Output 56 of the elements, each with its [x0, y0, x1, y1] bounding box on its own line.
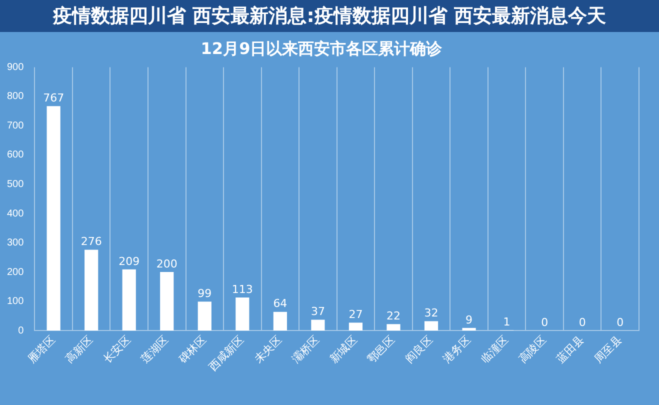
x-tick-label: 西咸新区 — [206, 333, 247, 374]
bar — [311, 320, 325, 331]
data-label: 64 — [273, 297, 288, 310]
data-label: 209 — [118, 254, 140, 268]
x-tick-label: 灞桥区 — [290, 333, 322, 366]
x-tick-label: 莲湖区 — [138, 333, 172, 366]
data-label: 0 — [541, 316, 548, 329]
bar — [424, 321, 438, 331]
chart-title: 12月9日以来西安市各区累计确诊 — [200, 38, 444, 58]
bar — [84, 250, 98, 331]
data-label: 99 — [198, 286, 212, 300]
x-tick-label: 雁塔区 — [25, 333, 58, 366]
chart-subtitle: 疫情数据四川省 西安最新消息:疫情数据四川省 西安最新消息今天 — [0, 0, 659, 32]
bar — [348, 322, 363, 331]
y-tick-label: 600 — [6, 150, 24, 161]
x-tick-label: 新城区 — [327, 333, 360, 366]
data-label: 200 — [156, 257, 178, 270]
bar — [160, 272, 174, 331]
bar — [46, 106, 60, 331]
x-tick-label: 阎良区 — [402, 333, 436, 366]
x-tick-label: 临潼区 — [478, 333, 511, 366]
x-tick-label: 鄠邑区 — [365, 333, 398, 366]
data-label: 276 — [80, 235, 102, 248]
data-label: 113 — [232, 282, 253, 296]
bar — [386, 324, 400, 331]
data-label: 1 — [503, 316, 510, 329]
y-tick-label: 500 — [6, 178, 24, 190]
data-label: 32 — [424, 306, 438, 320]
y-tick-label: 700 — [6, 120, 24, 132]
y-tick-label: 400 — [6, 208, 24, 220]
data-label: 37 — [310, 305, 325, 318]
bar — [273, 312, 287, 331]
y-tick-label: 200 — [6, 266, 24, 278]
data-label: 767 — [43, 91, 64, 104]
y-tick-label: 300 — [6, 238, 24, 249]
x-tick-label: 蓝田县 — [554, 333, 586, 366]
x-tick-label: 未央区 — [252, 333, 284, 366]
bar — [462, 328, 476, 331]
data-label: 22 — [386, 309, 400, 322]
x-tick-label: 周至县 — [592, 333, 624, 366]
x-tick-label: 港务区 — [440, 333, 474, 366]
bar — [236, 297, 250, 331]
x-tick-label: 碑林区 — [176, 333, 209, 366]
y-tick-label: 900 — [6, 62, 24, 73]
x-tick-label: 高陵区 — [516, 333, 549, 366]
data-label: 9 — [466, 313, 473, 326]
y-tick-label: 800 — [6, 91, 24, 102]
bar — [122, 269, 136, 331]
data-label: 0 — [616, 316, 624, 329]
x-tick-label: 高新区 — [62, 333, 96, 366]
y-tick-label: 0 — [18, 325, 24, 336]
bar — [198, 302, 212, 331]
data-label: 0 — [578, 316, 586, 329]
data-label: 27 — [348, 308, 363, 322]
y-tick-label: 100 — [6, 296, 24, 308]
x-tick-label: 长安区 — [100, 333, 134, 366]
